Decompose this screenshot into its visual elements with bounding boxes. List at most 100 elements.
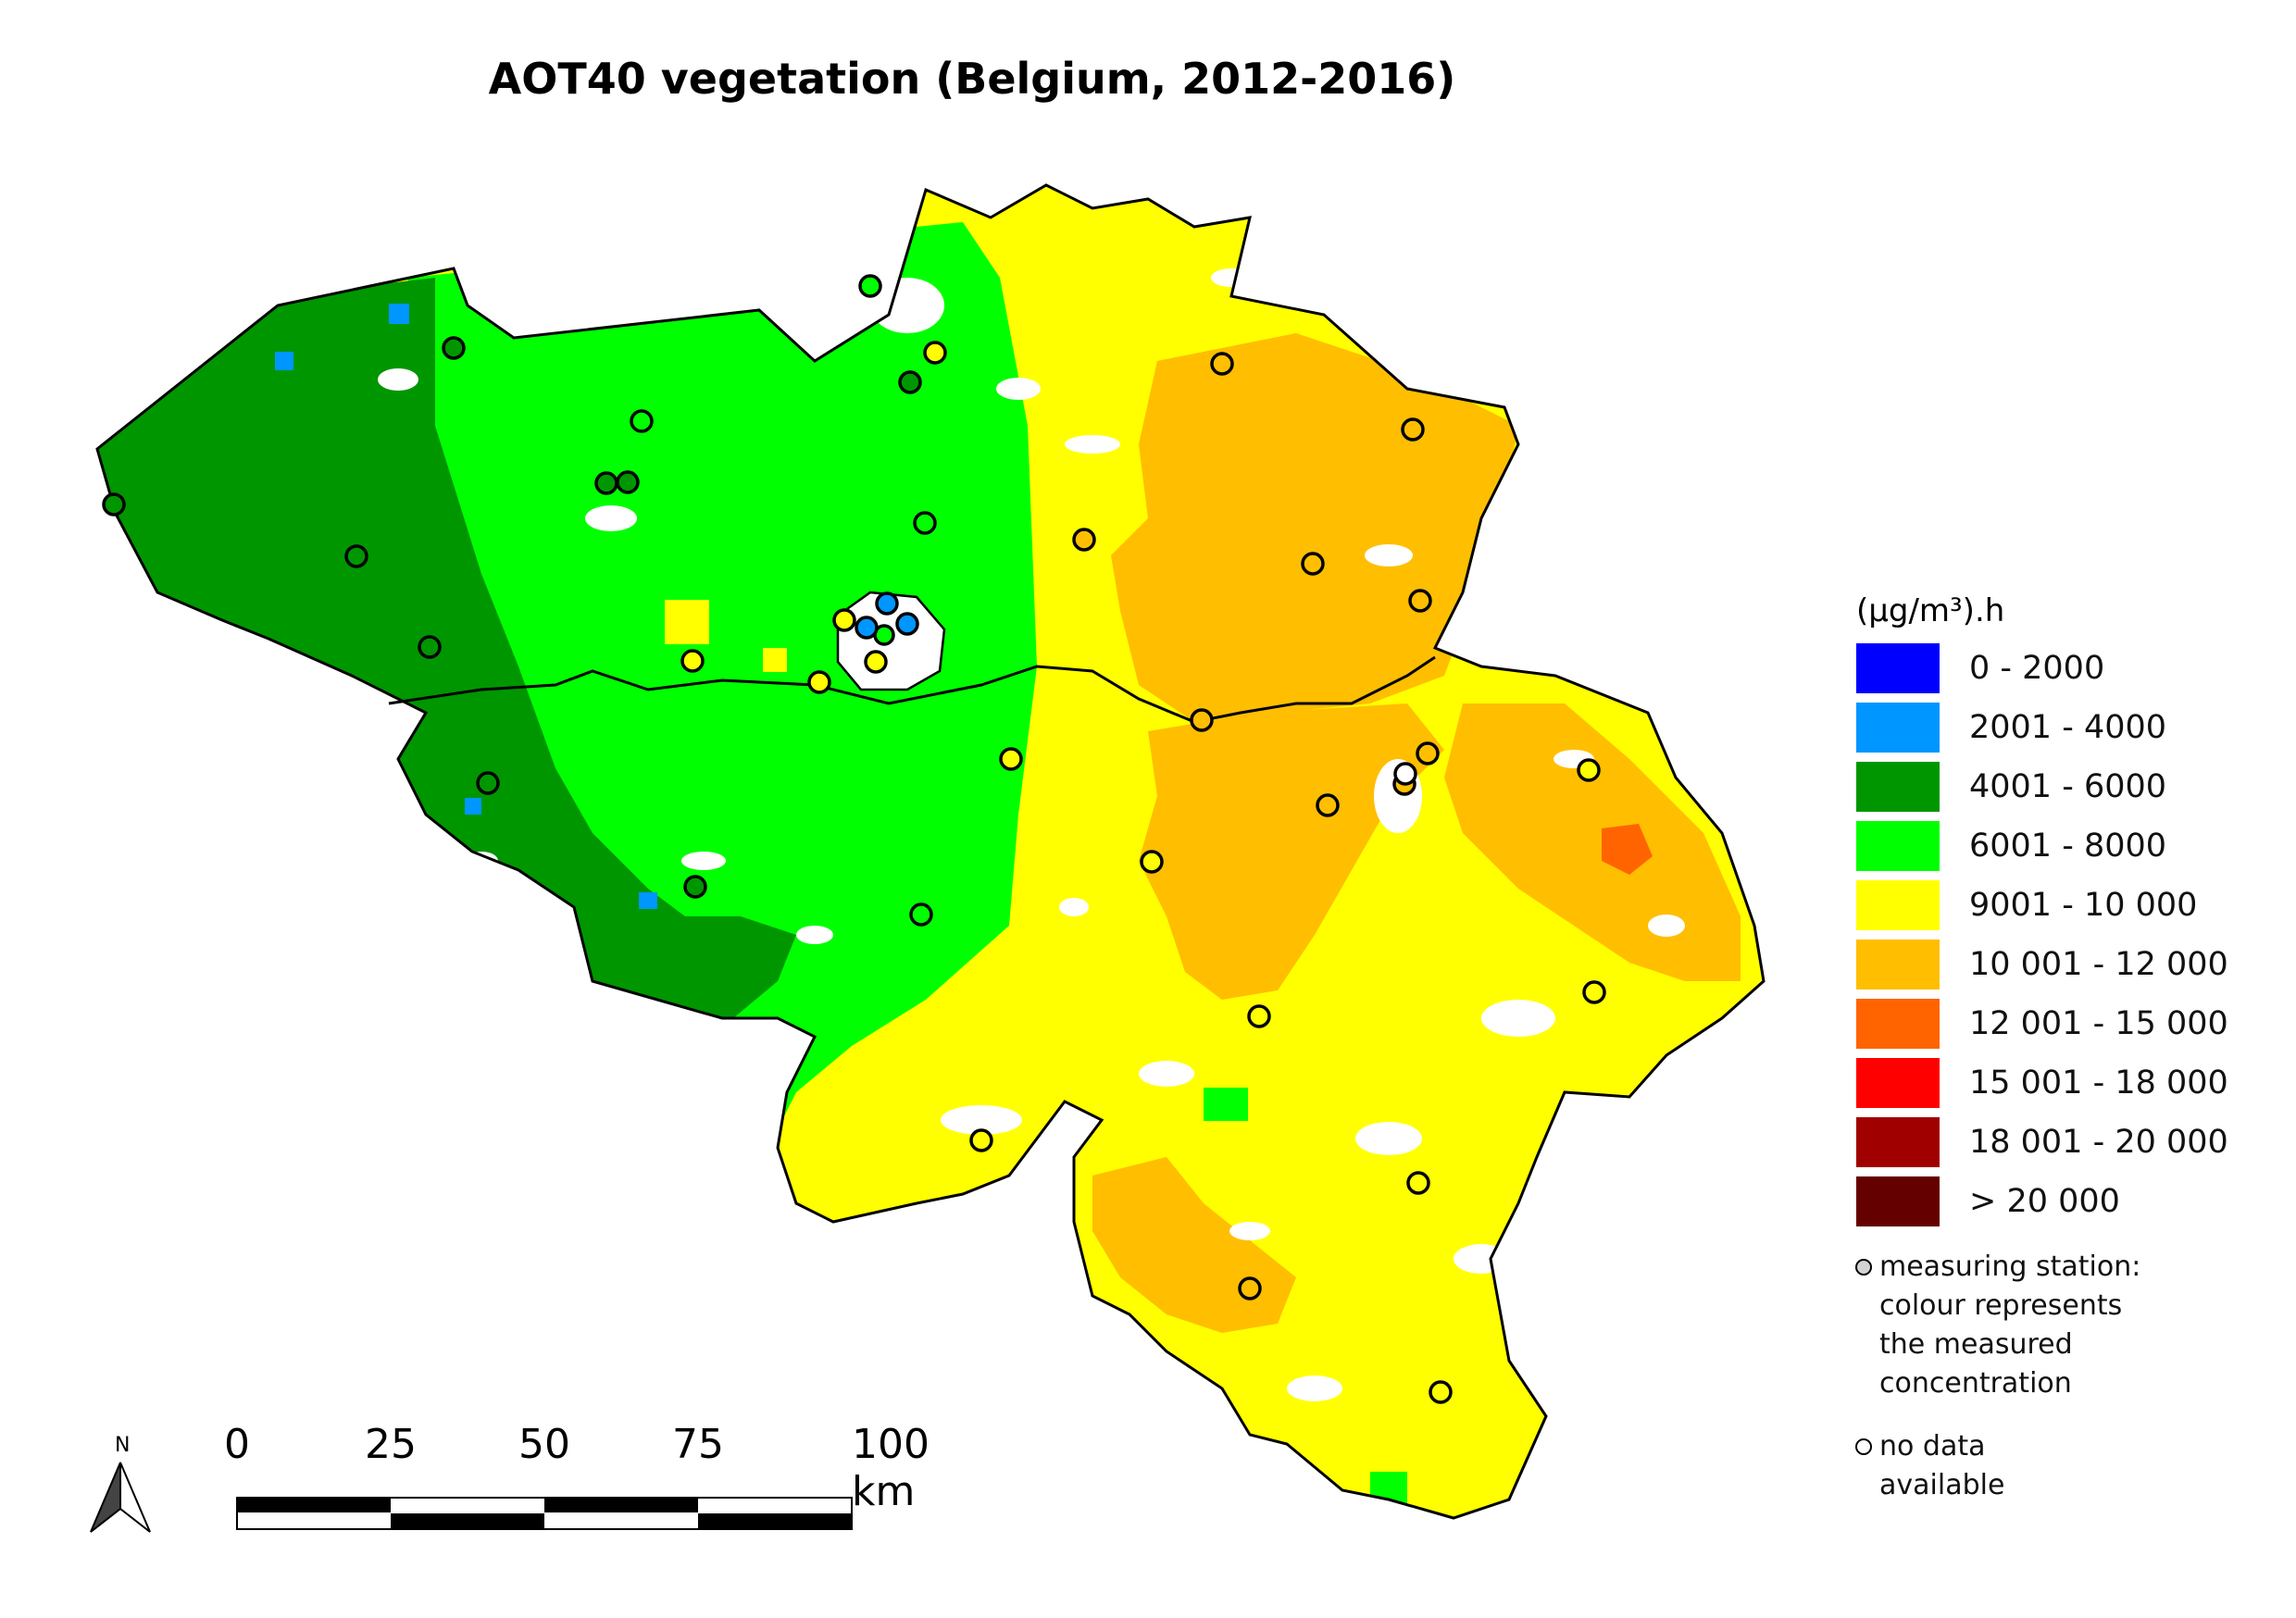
station-marker bbox=[1429, 1380, 1453, 1404]
legend-swatch bbox=[1856, 1176, 1940, 1226]
north-label: N bbox=[115, 1434, 130, 1457]
legend-label: 0 - 2000 bbox=[1969, 650, 2105, 687]
station-marker bbox=[102, 492, 126, 517]
no-data-note-line: no data bbox=[1879, 1430, 1986, 1462]
station-marker bbox=[1072, 528, 1096, 552]
zone-yellow-patch bbox=[763, 648, 787, 672]
station-marker bbox=[1247, 1004, 1271, 1028]
legend-row: 4001 - 6000 bbox=[1856, 757, 2282, 816]
no-data-note: no data available bbox=[1855, 1427, 2005, 1505]
station-marker bbox=[683, 875, 707, 899]
station-marker bbox=[969, 1128, 993, 1152]
legend-swatch bbox=[1856, 821, 1940, 871]
no-data-note-line: available bbox=[1879, 1469, 2005, 1501]
zone-orange-central bbox=[1139, 703, 1444, 1000]
scale-tick-0: 0 bbox=[224, 1421, 250, 1468]
station-marker bbox=[895, 612, 919, 636]
station-marker bbox=[1140, 850, 1164, 874]
station-marker bbox=[344, 544, 368, 568]
legend-row: 18 001 - 20 000 bbox=[1856, 1113, 2282, 1172]
station-marker bbox=[1406, 1171, 1430, 1195]
legend-row: 15 001 - 18 000 bbox=[1856, 1053, 2282, 1113]
station-marker bbox=[858, 274, 882, 298]
station-marker bbox=[680, 649, 705, 673]
station-marker bbox=[864, 650, 888, 674]
station-marker bbox=[1408, 589, 1432, 613]
zone-blue-patch bbox=[465, 798, 481, 815]
legend-classes: 0 - 2000 2001 - 4000 4001 - 6000 6001 - 800… bbox=[1856, 639, 2282, 1231]
legend-row: 9001 - 10 000 bbox=[1856, 876, 2282, 935]
station-note-line: measuring station: bbox=[1879, 1251, 2141, 1283]
station-marker bbox=[442, 336, 466, 360]
station-note: measuring station: colour represents the… bbox=[1855, 1248, 2141, 1403]
station-marker bbox=[1190, 708, 1214, 732]
station-marker bbox=[832, 608, 856, 632]
scale-tick-25: 25 bbox=[365, 1421, 417, 1468]
station-marker bbox=[594, 471, 618, 495]
zone-yellow-patch bbox=[665, 600, 709, 644]
legend-row: 10 001 - 12 000 bbox=[1856, 935, 2282, 994]
legend-label: 10 001 - 12 000 bbox=[1969, 946, 2228, 983]
scale-tick-75: 75 bbox=[672, 1421, 724, 1468]
station-marker bbox=[1238, 1276, 1262, 1301]
legend-swatch bbox=[1856, 1058, 1940, 1108]
station-marker bbox=[616, 470, 640, 494]
station-marker bbox=[630, 409, 654, 433]
scale-tick-100km: 100 km bbox=[852, 1421, 930, 1515]
legend-swatch bbox=[1856, 880, 1940, 930]
station-note-line: concentration bbox=[1879, 1367, 2072, 1400]
station-marker bbox=[923, 341, 947, 365]
station-marker bbox=[476, 771, 500, 795]
legend-row: 12 001 - 15 000 bbox=[1856, 994, 2282, 1053]
legend-unit: (µg/m³).h bbox=[1856, 592, 2005, 629]
legend-label: > 20 000 bbox=[1969, 1183, 2120, 1220]
scale-bar-labels: 0 25 50 75 100 km bbox=[185, 1421, 930, 1541]
measuring-stations bbox=[102, 274, 1606, 1404]
station-marker bbox=[1416, 741, 1440, 765]
legend-row: > 20 000 bbox=[1856, 1172, 2282, 1231]
station-marker bbox=[1582, 980, 1606, 1004]
zone-green-patch bbox=[1204, 1088, 1248, 1121]
legend-row: 2001 - 4000 bbox=[1856, 698, 2282, 757]
station-marker bbox=[875, 591, 899, 616]
station-marker bbox=[1301, 552, 1325, 576]
legend-swatch bbox=[1856, 1117, 1940, 1167]
north-arrow: N bbox=[90, 1434, 151, 1533]
zone-light-green bbox=[407, 222, 1037, 1166]
station-marker bbox=[855, 616, 879, 640]
legend-label: 4001 - 6000 bbox=[1969, 768, 2167, 805]
zone-orange-east bbox=[1444, 703, 1741, 981]
station-marker bbox=[1577, 758, 1601, 782]
legend-label: 9001 - 10 000 bbox=[1969, 887, 2198, 924]
station-marker bbox=[1210, 352, 1234, 376]
zone-blue-patch bbox=[389, 304, 409, 324]
station-marker bbox=[913, 511, 937, 535]
station-note-line: colour represents bbox=[1879, 1289, 2123, 1322]
scale-tick-50: 50 bbox=[518, 1421, 570, 1468]
station-marker bbox=[1316, 793, 1340, 817]
station-marker bbox=[909, 902, 933, 927]
region-border bbox=[388, 655, 1436, 724]
station-marker bbox=[807, 670, 831, 694]
legend-swatch bbox=[1856, 940, 1940, 989]
legend-label: 6001 - 8000 bbox=[1969, 828, 2167, 865]
legend-label: 15 001 - 18 000 bbox=[1969, 1064, 2228, 1101]
zone-blue-patch bbox=[275, 352, 293, 370]
scale-bar-graphic bbox=[236, 1497, 853, 1530]
legend-swatch bbox=[1856, 643, 1940, 693]
belgium-border bbox=[95, 183, 1766, 1520]
station-marker bbox=[418, 635, 442, 659]
zone-dark-orange bbox=[1602, 824, 1653, 875]
station-note-line: the measured bbox=[1879, 1328, 2073, 1361]
legend-label: 18 001 - 20 000 bbox=[1969, 1124, 2228, 1161]
station-marker bbox=[999, 747, 1023, 771]
legend-row: 6001 - 8000 bbox=[1856, 816, 2282, 876]
station-marker-example bbox=[1855, 1259, 1872, 1276]
station-marker bbox=[1401, 417, 1425, 442]
legend-label: 2001 - 4000 bbox=[1969, 709, 2167, 746]
map-title: AOT40 vegetation (Belgium, 2012-2016) bbox=[488, 54, 1456, 104]
station-marker bbox=[898, 370, 922, 394]
station-marker-no-data bbox=[1393, 762, 1417, 786]
no-data-marker-example bbox=[1855, 1438, 1872, 1455]
legend: (µg/m³).h 0 - 2000 2001 - 4000 4001 - 6000… bbox=[1856, 592, 2282, 1231]
